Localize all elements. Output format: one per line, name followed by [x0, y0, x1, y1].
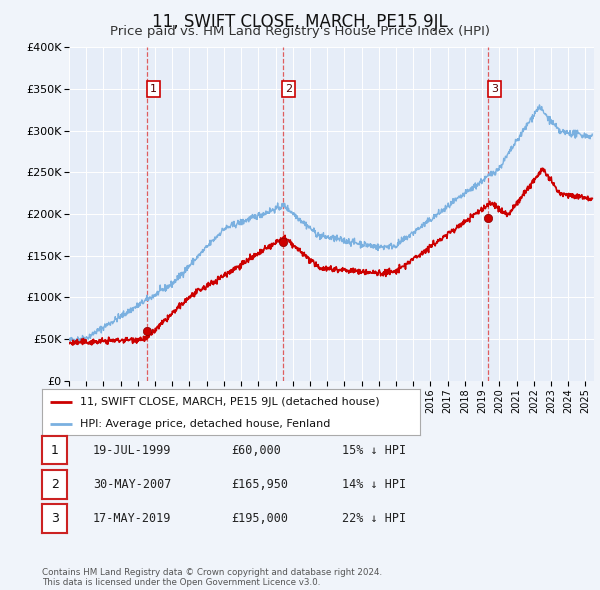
Text: Contains HM Land Registry data © Crown copyright and database right 2024.
This d: Contains HM Land Registry data © Crown c…	[42, 568, 382, 587]
Text: 2: 2	[285, 84, 292, 94]
Text: 1: 1	[150, 84, 157, 94]
Text: £165,950: £165,950	[231, 478, 288, 491]
Text: 15% ↓ HPI: 15% ↓ HPI	[342, 444, 406, 457]
Text: 14% ↓ HPI: 14% ↓ HPI	[342, 478, 406, 491]
Text: 3: 3	[491, 84, 498, 94]
Text: 11, SWIFT CLOSE, MARCH, PE15 9JL: 11, SWIFT CLOSE, MARCH, PE15 9JL	[152, 13, 448, 31]
Text: £195,000: £195,000	[231, 512, 288, 525]
Text: HPI: Average price, detached house, Fenland: HPI: Average price, detached house, Fenl…	[80, 419, 330, 429]
Text: 1: 1	[50, 444, 59, 457]
Text: 22% ↓ HPI: 22% ↓ HPI	[342, 512, 406, 525]
Text: £60,000: £60,000	[231, 444, 281, 457]
Text: 11, SWIFT CLOSE, MARCH, PE15 9JL (detached house): 11, SWIFT CLOSE, MARCH, PE15 9JL (detach…	[80, 397, 379, 407]
Text: 30-MAY-2007: 30-MAY-2007	[93, 478, 172, 491]
Text: Price paid vs. HM Land Registry's House Price Index (HPI): Price paid vs. HM Land Registry's House …	[110, 25, 490, 38]
Text: 17-MAY-2019: 17-MAY-2019	[93, 512, 172, 525]
Text: 19-JUL-1999: 19-JUL-1999	[93, 444, 172, 457]
Text: 3: 3	[50, 512, 59, 525]
Text: 2: 2	[50, 478, 59, 491]
